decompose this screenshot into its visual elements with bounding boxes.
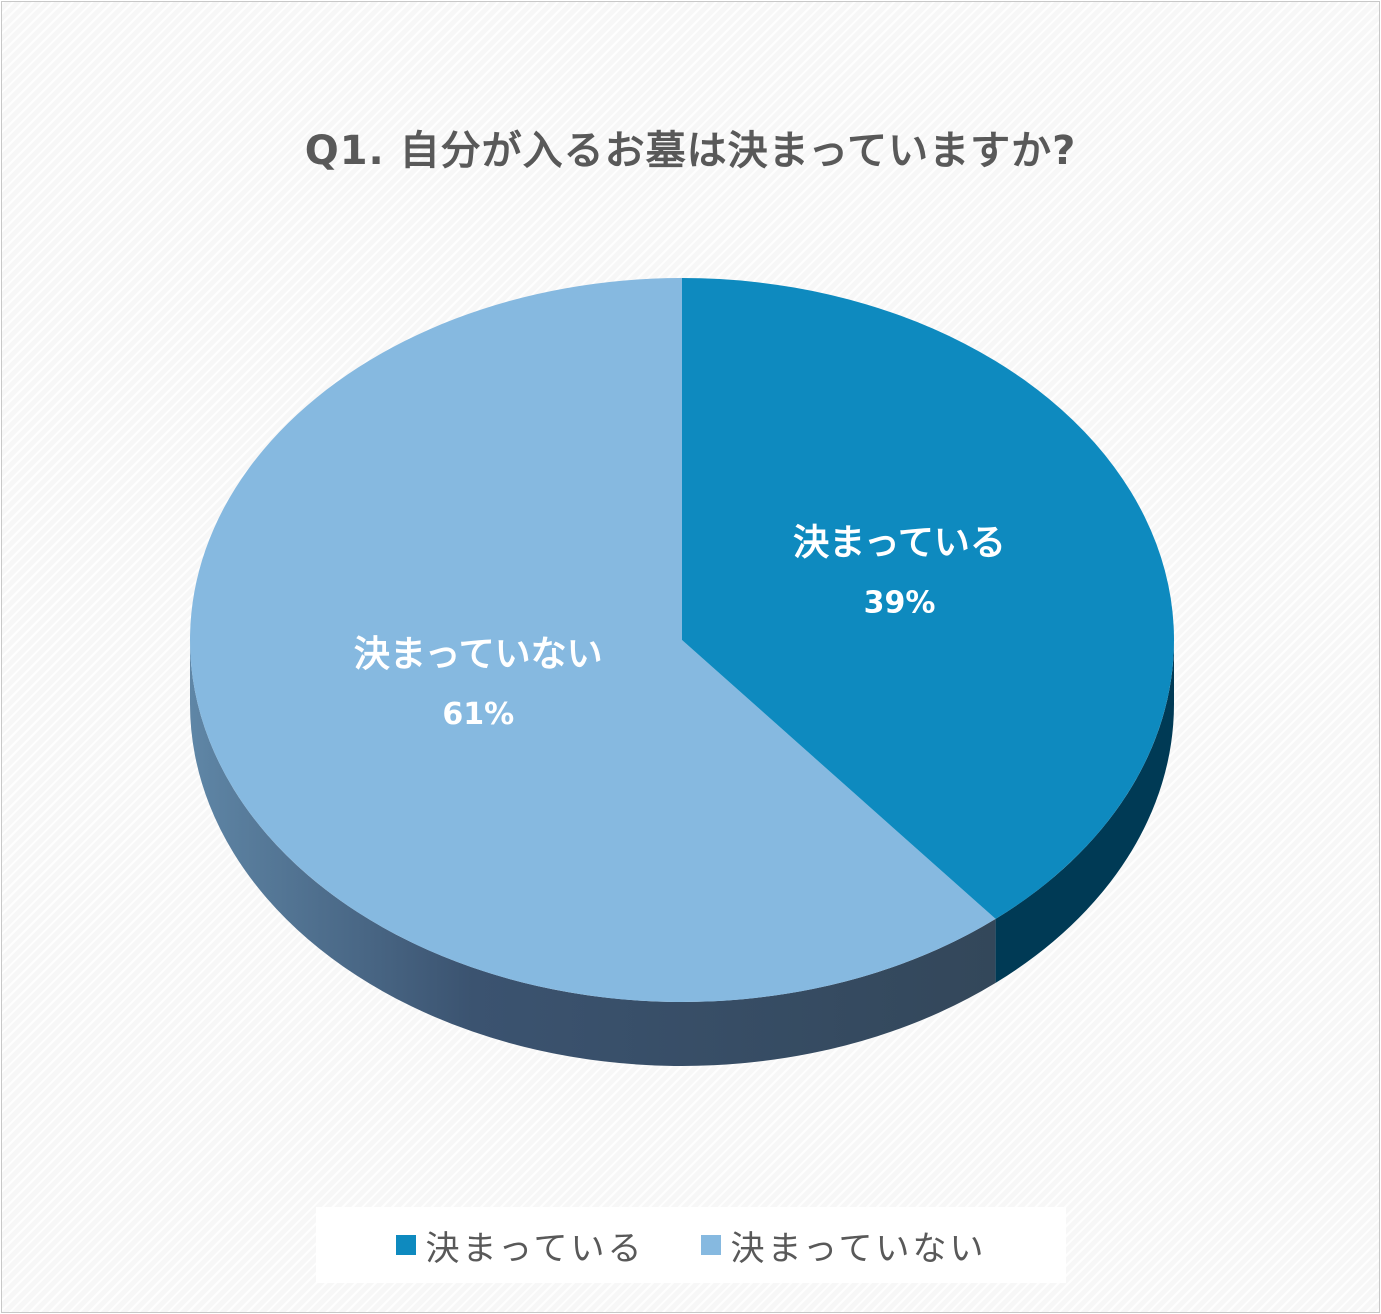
legend-swatch-not-decided xyxy=(700,1235,721,1255)
chart-legend: 決まっている 決まっていない xyxy=(316,1207,1066,1283)
slice-not-decided xyxy=(189,278,996,1003)
legend-label-not-decided: 決まっていない xyxy=(730,1228,987,1269)
slice-label-not-decided: 決まっていない xyxy=(354,634,603,675)
legend-label-decided: 決まっている xyxy=(425,1228,645,1269)
slice-decided xyxy=(682,278,1174,919)
slice-label-decided: 決まっている xyxy=(793,522,1006,563)
legend-item-decided: 決まっている xyxy=(395,1221,645,1270)
slice-side-decided xyxy=(995,640,1174,983)
slice-side-not-decided xyxy=(189,640,996,1066)
slice-value-not-decided: 61% xyxy=(442,697,514,732)
chart-title: Q1. 自分が入るお墓は決まっていますか? xyxy=(304,128,1077,174)
legend-swatch-decided xyxy=(395,1235,416,1255)
legend-item-not-decided: 決まっていない xyxy=(700,1221,987,1270)
slice-value-decided: 39% xyxy=(864,585,936,620)
